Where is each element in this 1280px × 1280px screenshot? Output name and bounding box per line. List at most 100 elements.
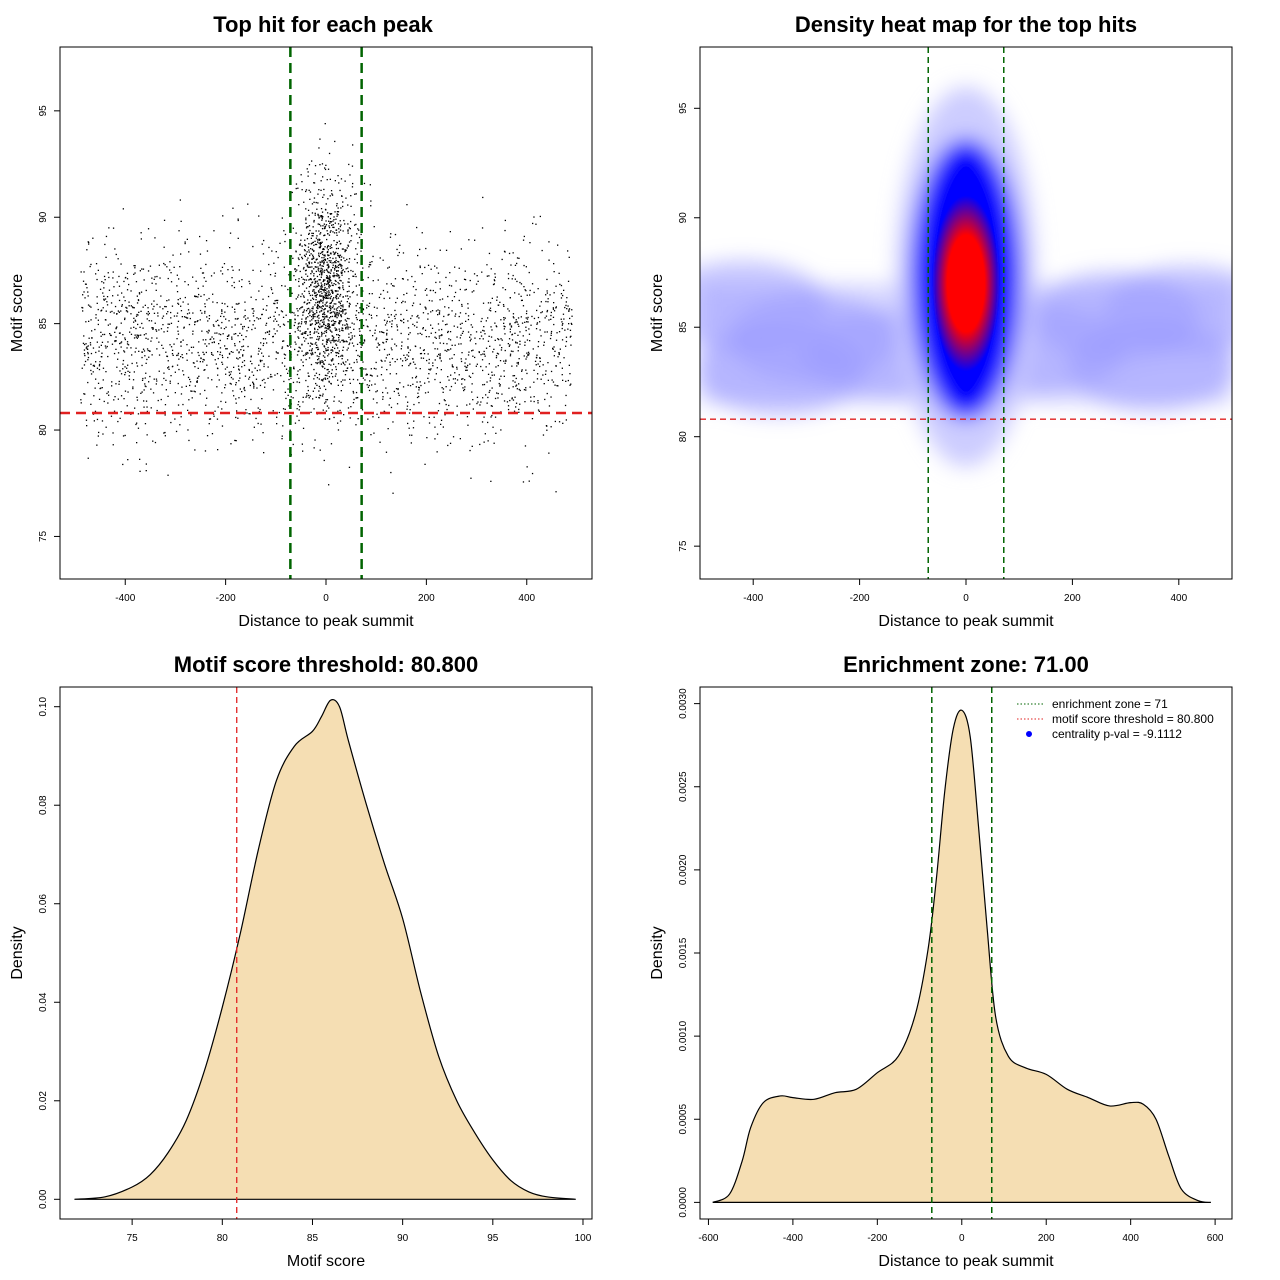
scatter-point [346,341,348,343]
scatter-point [332,275,334,277]
scatter-point [355,424,357,426]
scatter-point [93,395,95,397]
scatter-point [461,305,463,307]
scatter-point [370,205,372,207]
scatter-point [194,323,196,326]
scatter-point [151,327,153,329]
scatter-point [328,220,330,222]
scatter-point [305,227,308,229]
scatter-point [184,281,186,283]
scatter-point [332,264,334,266]
scatter-point [497,304,499,306]
scatter-point [266,331,269,333]
scatter-point [316,307,318,309]
scatter-point [333,396,336,398]
scatter-point [327,319,329,321]
scatter-point [145,337,147,339]
scatter-point [445,249,448,251]
scatter-point [546,429,548,431]
scatter-point [388,266,390,268]
scatter-point [307,175,309,177]
score-density-curve [74,699,576,1200]
scatter-point [111,310,113,313]
scatter-point [361,409,364,411]
scatter-point [318,325,320,327]
scatter-point [565,345,567,347]
scatter-point [333,336,335,339]
scatter-point [211,379,213,381]
scatter-point [392,421,394,423]
scatter-point [388,353,390,356]
scatter-point [322,296,324,298]
scatter-point [421,273,423,275]
scatter-point [334,340,337,342]
scatter-point [245,318,247,320]
scatter-point [490,405,492,407]
scatter-point [253,383,255,386]
scatter-point [90,319,92,321]
scatter-point [82,307,84,309]
scatter-point [316,384,318,386]
scatter-point [333,253,335,256]
scatter-point [546,392,548,395]
scatter-point [418,387,420,389]
scatter-point [303,332,306,334]
scatter-point [179,424,181,426]
scatter-point [298,409,300,411]
scatter-point [174,392,176,394]
scatter-point [302,283,304,286]
scatter-point [555,285,557,287]
scatter-point [99,387,101,390]
scatter-point [238,369,240,371]
scatter-point [337,264,340,266]
scatter-point [326,301,328,303]
scatter-point [461,383,463,385]
scatter-point [344,379,346,381]
scatter-point [556,332,558,334]
scatter-point [480,331,482,333]
scatter-point [176,354,178,357]
scatter-point [241,279,243,281]
scatter-point [313,332,315,334]
scatter-point [329,275,331,277]
scatter-point [436,348,439,350]
scatter-point [309,191,312,193]
scatter-point [240,349,242,351]
scatter-point [262,308,264,310]
scatter-point [546,309,549,312]
scatter-point [323,321,325,323]
scatter-point [208,318,210,320]
scatter-point [475,343,477,345]
scatter-point [525,266,527,268]
scatter-point [97,382,100,384]
scatter-point [317,290,320,292]
scatter-point [347,270,349,273]
scatter-point [124,317,126,319]
scatter-point [153,300,155,302]
scatter-point [197,351,199,354]
scatter-point [517,350,519,352]
scatter-point [514,322,516,324]
scatter-point [525,387,527,389]
scatter-point [109,334,112,336]
scatter-point [298,204,300,206]
scatter-point [335,244,337,246]
scatter-point [132,379,135,381]
scatter-point [449,339,452,341]
scatter-point [294,348,296,351]
scatter-point [293,275,295,277]
scatter-point [308,307,310,310]
scatter-point [412,427,415,429]
scatter-point [318,242,320,244]
scatter-point [328,294,330,296]
scatter-point [128,375,130,377]
scatter-point [340,355,342,357]
scatter-point [454,382,456,384]
scatter-point [305,208,307,210]
distance-density-y-tick-label: 0.0025 [678,771,689,802]
scatter-point [338,312,340,314]
scatter-point [308,249,310,251]
scatter-point [522,239,525,241]
scatter-point [252,381,254,383]
scatter-point [334,315,336,317]
